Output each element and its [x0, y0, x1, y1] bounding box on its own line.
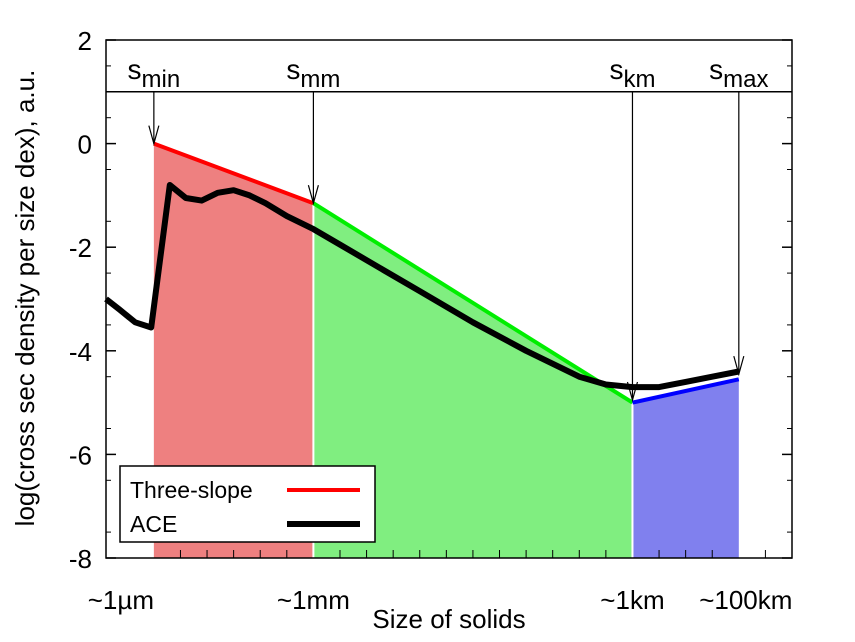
x-tick-label: ~1mm	[277, 585, 350, 615]
marker-arrowhead-max	[733, 355, 745, 377]
marker-arrowhead-min	[148, 125, 160, 146]
y-tick-label: -4	[69, 337, 92, 367]
x-tick-label: ~1µm	[88, 585, 154, 615]
legend-label: Three-slope	[130, 477, 253, 503]
marker-label-km: skm	[609, 54, 655, 93]
region-0	[153, 143, 314, 558]
y-ticks: 2 0 -2 -4 -6 -8	[69, 26, 792, 574]
series-line-2	[632, 377, 740, 405]
legend: Three-slope ACE	[119, 465, 376, 543]
y-tick-label: -6	[69, 440, 92, 470]
marker-arrowhead-km	[626, 381, 639, 403]
region-1	[313, 203, 633, 559]
legend-box	[119, 465, 376, 543]
y-tick-label: 0	[78, 130, 92, 160]
marker-arrowhead-mm	[307, 185, 319, 206]
marker-label-mm: smm	[286, 54, 340, 93]
x-ticks: ~1µm ~1mm ~1km ~100km	[88, 550, 792, 615]
size-markers: smin smm skm smax	[128, 54, 768, 403]
marker-label-min: smin	[128, 54, 181, 93]
y-tick-label: 2	[78, 26, 92, 56]
legend-label: ACE	[130, 511, 177, 537]
series-line-1	[312, 201, 634, 405]
x-tick-label: ~100km	[699, 585, 792, 615]
region-2	[632, 379, 739, 558]
x-axis-label: Size of solids	[372, 604, 525, 634]
plot-border	[105, 39, 793, 559]
plot-frame	[105, 39, 793, 559]
shaded-regions	[153, 143, 739, 559]
x-tick-label: ~1km	[600, 585, 664, 615]
series-line-0	[153, 141, 315, 206]
y-axis-label: log(cross sec density per size dex), a.u…	[10, 70, 40, 527]
y-tick-label: -2	[69, 233, 92, 263]
marker-label-max: smax	[709, 54, 768, 93]
y-tick-label: -8	[69, 544, 92, 574]
